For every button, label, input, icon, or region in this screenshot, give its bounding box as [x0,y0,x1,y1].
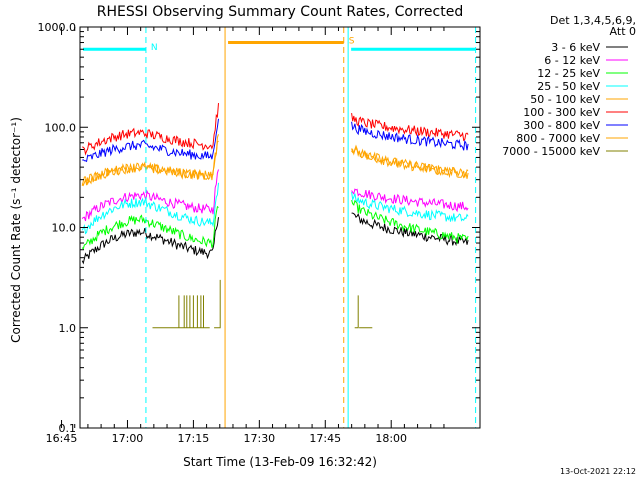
flag-label-1: S [349,37,355,47]
legend-entry-1: 6 - 12 keV [544,54,600,67]
series-line-1 [81,169,469,222]
legend-header-1: Att 0 [610,25,636,38]
x-axis-label: Start Time (13-Feb-09 16:32:42) [183,455,377,469]
legend-header-0: Det 1,3,4,5,6,9, [550,14,636,27]
series-line-0 [81,212,469,265]
x-tick-label-5: 18:00 [375,432,407,445]
legend-entry-5: 100 - 300 keV [523,106,600,119]
x-tick-label-2: 17:15 [178,432,210,445]
y-tick-label-4: 1000.0 [38,21,77,34]
plot-frame [79,26,481,429]
x-tick-label-3: 17:30 [243,432,275,445]
series-line-3 [81,182,469,235]
series-line-2 [81,199,469,250]
y-tick-label-1: 1.0 [59,322,77,335]
series-line-4 [81,140,469,187]
y-tick-label-0: 0.1 [59,422,77,435]
legend-entry-3: 25 - 50 keV [537,80,600,93]
y-axis-label: Corrected Count Rate (s⁻¹ detector⁻¹) [9,117,23,343]
x-tick-label-1: 17:00 [112,432,144,445]
legend-entry-2: 12 - 25 keV [537,67,600,80]
axes: 0.1 1.0 10.0 100.0 1000.0 16:45 17:00 17:15 17:3… [38,21,481,445]
legend-entry-4: 50 - 100 keV [530,93,600,106]
series-line-7 [81,134,469,187]
x-tick-label-4: 17:45 [309,432,341,445]
chart-title: RHESSI Observing Summary Count Rates, Co… [97,4,463,20]
series-line-5 [81,103,469,156]
y-tick-label-3: 100.0 [45,121,77,134]
plot-area: NS [79,27,477,428]
x-tick-label-0: 16:45 [46,432,78,445]
legend-entry-8: 7000 - 15000 keV [502,145,600,158]
legend-entry-0: 3 - 6 keV [551,41,600,54]
legend-entry-6: 300 - 800 keV [523,119,600,132]
series-line-8 [152,279,373,329]
legend-entry-7: 800 - 7000 keV [516,132,600,145]
footer-date: 13-Oct-2021 22:12 [560,467,636,476]
y-tick-label-2: 10.0 [52,222,77,235]
series-line-6 [82,118,469,163]
flag-label-0: N [151,43,158,53]
